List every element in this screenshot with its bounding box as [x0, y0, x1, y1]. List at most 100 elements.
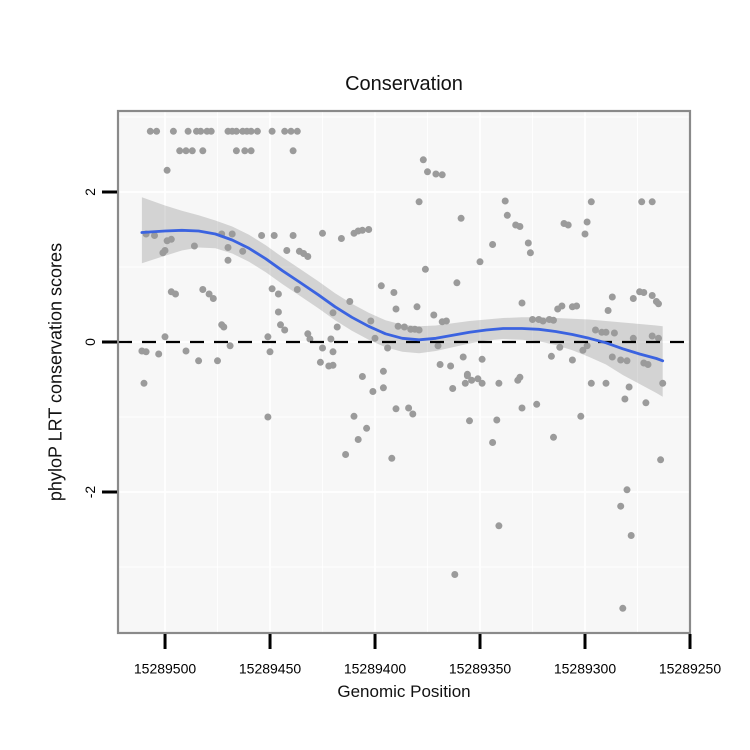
data-point: [466, 417, 473, 425]
data-point: [476, 258, 484, 266]
data-point: [281, 326, 289, 334]
data-point: [384, 344, 392, 352]
data-point: [188, 147, 196, 155]
data-point: [392, 305, 400, 313]
data-point: [394, 322, 402, 330]
data-point: [424, 168, 431, 176]
data-point: [274, 308, 282, 316]
data-point: [327, 335, 335, 343]
plot-panel-border: [116, 109, 692, 635]
data-point: [289, 147, 297, 155]
data-point: [209, 295, 217, 302]
data-point: [579, 346, 587, 354]
data-point: [405, 404, 413, 412]
x-axis-tick-labels: 15289500 15289450 15289400 15289350 15289300…: [134, 660, 721, 676]
data-point: [419, 156, 427, 164]
data-point: [182, 147, 190, 155]
data-point: [478, 355, 486, 363]
data-point: [268, 285, 276, 293]
major-gridlines: [118, 111, 691, 633]
data-point: [293, 127, 301, 135]
data-point: [442, 317, 450, 325]
data-point: [608, 293, 616, 301]
data-point: [558, 302, 566, 310]
x-tick-label: 15289450: [239, 660, 302, 676]
data-point: [409, 410, 417, 418]
data-point: [659, 379, 667, 387]
data-point: [568, 356, 576, 364]
data-point: [524, 239, 532, 247]
data-point: [583, 342, 591, 350]
data-point: [604, 307, 612, 314]
data-point: [550, 433, 557, 441]
data-point: [564, 221, 572, 229]
data-point: [287, 127, 295, 135]
data-point: [430, 311, 438, 319]
data-point: [293, 286, 301, 293]
data-point: [195, 357, 203, 365]
smooth-line-path: [140, 228, 665, 363]
data-point: [436, 361, 444, 368]
y-tick-label: 0: [82, 338, 98, 346]
confidence-band: [141, 197, 663, 397]
data-point: [205, 290, 213, 298]
data-point: [306, 335, 314, 343]
data-point: [592, 326, 599, 334]
x-tick-label: 15289500: [134, 660, 197, 676]
data-point: [602, 328, 610, 336]
data-point: [413, 303, 421, 311]
data-point: [358, 373, 366, 380]
y-tick-label: 2: [82, 188, 98, 196]
data-point: [146, 127, 154, 135]
data-point: [365, 226, 373, 233]
data-point: [463, 372, 471, 380]
data-point: [619, 604, 627, 612]
data-point: [648, 332, 656, 340]
data-point: [176, 147, 184, 155]
data-point: [638, 198, 646, 206]
plot-panel-background: [118, 111, 690, 633]
data-point: [333, 323, 341, 331]
data-point: [142, 348, 150, 356]
data-point: [151, 232, 158, 239]
data-point: [461, 379, 469, 387]
data-point: [648, 292, 656, 299]
data-point: [228, 230, 236, 238]
data-point: [583, 218, 591, 226]
data-point: [377, 282, 385, 290]
data-point: [640, 289, 648, 296]
data-point: [232, 147, 240, 155]
data-point: [629, 295, 637, 302]
data-point: [264, 413, 272, 421]
data-point: [655, 300, 662, 308]
data-point: [190, 242, 198, 250]
data-point: [447, 362, 455, 370]
data-point: [239, 247, 247, 255]
data-point: [577, 412, 585, 420]
data-point: [495, 522, 503, 530]
data-point: [274, 290, 282, 298]
data-point: [421, 265, 429, 273]
data-point: [625, 383, 633, 391]
data-point: [161, 247, 169, 254]
data-point: [529, 316, 536, 323]
data-point: [304, 253, 312, 260]
data-point: [329, 309, 337, 317]
data-point: [367, 317, 375, 325]
data-point: [655, 334, 662, 342]
data-point: [363, 424, 371, 432]
data-point: [503, 211, 511, 219]
data-point: [617, 356, 625, 364]
data-point: [415, 326, 423, 334]
data-point: [550, 316, 557, 324]
data-point: [489, 439, 497, 446]
data-point: [434, 342, 442, 350]
data-point: [354, 436, 362, 443]
data-point: [602, 379, 610, 387]
x-tick-label: 15289300: [554, 660, 617, 676]
data-point: [258, 232, 266, 239]
y-axis-tick-labels: 2 0 -2: [82, 188, 98, 498]
data-point: [642, 399, 650, 407]
data-point: [623, 486, 631, 494]
